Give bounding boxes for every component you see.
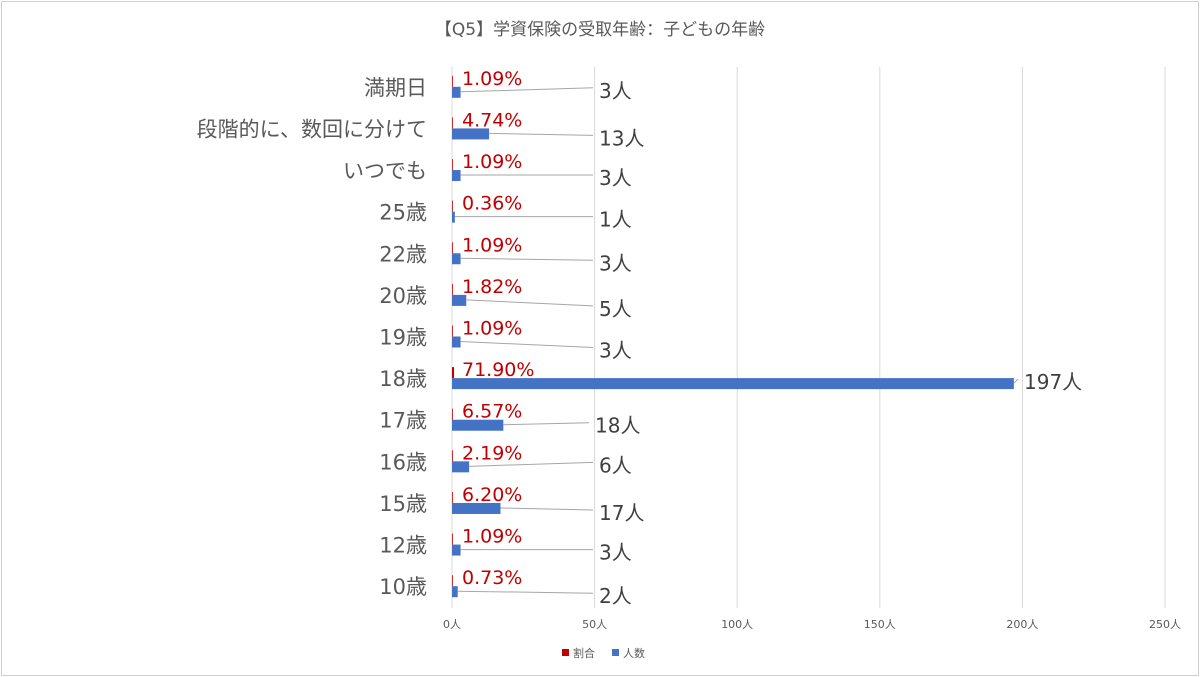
count-label: 5人 bbox=[599, 297, 632, 321]
leader-line bbox=[460, 257, 594, 261]
data-labels: 1.09% 3人 4.74% 13人 1.09% 3人 0.36% 1人 1.09% 3人 1.82… bbox=[462, 68, 1082, 608]
axis-ticks: 0人 50人 100人 150人 200人 250人 bbox=[443, 618, 1181, 631]
leader-line bbox=[457, 590, 594, 594]
x-tick-label: 100人 bbox=[721, 618, 753, 631]
percent-label: 6.20% bbox=[462, 484, 522, 506]
percent-label: 6.57% bbox=[462, 401, 522, 423]
bar-percent bbox=[452, 408, 453, 420]
leader-line bbox=[500, 507, 594, 511]
leader-line bbox=[503, 422, 590, 426]
bar-percent bbox=[452, 491, 453, 503]
bar-percent bbox=[452, 159, 453, 171]
leader-line bbox=[1013, 378, 1019, 384]
legend-label: 人数 bbox=[623, 647, 645, 660]
count-label: 1人 bbox=[599, 208, 632, 232]
category-label: 17歳 bbox=[379, 409, 427, 433]
percent-label: 1.09% bbox=[462, 318, 522, 340]
count-label: 3人 bbox=[599, 339, 632, 363]
category-label: いつでも bbox=[343, 159, 427, 183]
legend-swatch bbox=[612, 649, 619, 656]
leader-line bbox=[460, 341, 594, 348]
category-label: 20歳 bbox=[379, 284, 427, 308]
count-label: 18人 bbox=[595, 414, 640, 438]
category-label: 12歳 bbox=[379, 534, 427, 558]
bar-count bbox=[452, 502, 501, 514]
leader-line bbox=[489, 132, 594, 136]
percent-label: 4.74% bbox=[462, 109, 522, 131]
bar-count bbox=[452, 294, 467, 306]
bar-count bbox=[452, 211, 455, 223]
category-label: 19歳 bbox=[379, 326, 427, 350]
chart-title: 【Q5】学資保険の受取年齢：子どもの年齢 bbox=[435, 20, 765, 40]
bar-count bbox=[452, 544, 461, 556]
percent-label: 1.09% bbox=[462, 234, 522, 256]
gridlines bbox=[451, 67, 1166, 608]
percent-label: 1.09% bbox=[462, 151, 522, 173]
bar-percent bbox=[452, 533, 453, 545]
bar-count bbox=[452, 336, 461, 348]
category-label: 15歳 bbox=[379, 492, 427, 516]
leader-line bbox=[469, 461, 594, 467]
bar-percent bbox=[452, 75, 453, 87]
count-label: 3人 bbox=[599, 541, 632, 565]
leader-line bbox=[466, 299, 594, 307]
bar-percent bbox=[452, 242, 453, 254]
percent-label: 71.90% bbox=[462, 359, 534, 381]
bars bbox=[452, 75, 1014, 598]
x-tick-label: 250人 bbox=[1149, 618, 1181, 631]
x-tick-label: 150人 bbox=[864, 618, 896, 631]
bar-percent bbox=[452, 450, 453, 462]
legend: 割合 人数 bbox=[562, 646, 645, 660]
count-label: 3人 bbox=[599, 251, 632, 275]
category-label: 25歳 bbox=[379, 201, 427, 225]
bar-count bbox=[452, 419, 504, 431]
category-label: 22歳 bbox=[379, 242, 427, 266]
percent-label: 1.82% bbox=[462, 276, 522, 298]
count-label: 17人 bbox=[599, 501, 644, 525]
count-label: 3人 bbox=[599, 79, 632, 103]
percent-label: 0.73% bbox=[462, 567, 522, 589]
category-label: 10歳 bbox=[379, 575, 427, 599]
category-label: 18歳 bbox=[379, 367, 427, 391]
bar-percent bbox=[452, 117, 453, 129]
bar-count bbox=[452, 86, 461, 98]
x-tick-label: 200人 bbox=[1006, 618, 1038, 631]
count-label: 3人 bbox=[599, 166, 632, 190]
leader-line bbox=[460, 87, 594, 93]
bar-count bbox=[452, 378, 1014, 390]
percent-label: 2.19% bbox=[462, 442, 522, 464]
count-label: 6人 bbox=[599, 453, 632, 477]
count-label: 2人 bbox=[599, 584, 632, 608]
percent-label: 1.09% bbox=[462, 526, 522, 548]
bar-count bbox=[452, 586, 458, 598]
bar-percent bbox=[452, 575, 453, 587]
legend-swatch bbox=[562, 649, 569, 656]
bar-count bbox=[452, 253, 461, 265]
bar-percent bbox=[452, 200, 453, 212]
bar-count bbox=[452, 128, 490, 140]
leader-lines bbox=[454, 87, 1019, 594]
category-label: 満期日 bbox=[364, 76, 427, 100]
category-label: 段階的に、数回に分けて bbox=[197, 117, 427, 141]
bar-percent bbox=[452, 367, 455, 379]
percent-label: 1.09% bbox=[462, 68, 522, 90]
x-tick-label: 0人 bbox=[443, 618, 461, 631]
percent-label: 0.36% bbox=[462, 193, 522, 215]
category-label: 16歳 bbox=[379, 450, 427, 474]
bar-count bbox=[452, 170, 461, 182]
bar-count bbox=[452, 461, 470, 473]
bar-percent bbox=[452, 283, 453, 295]
count-label: 13人 bbox=[599, 126, 644, 150]
bar-percent bbox=[452, 325, 453, 337]
count-label: 197人 bbox=[1024, 370, 1082, 394]
legend-label: 割合 bbox=[573, 646, 595, 660]
x-tick-label: 50人 bbox=[582, 618, 607, 631]
